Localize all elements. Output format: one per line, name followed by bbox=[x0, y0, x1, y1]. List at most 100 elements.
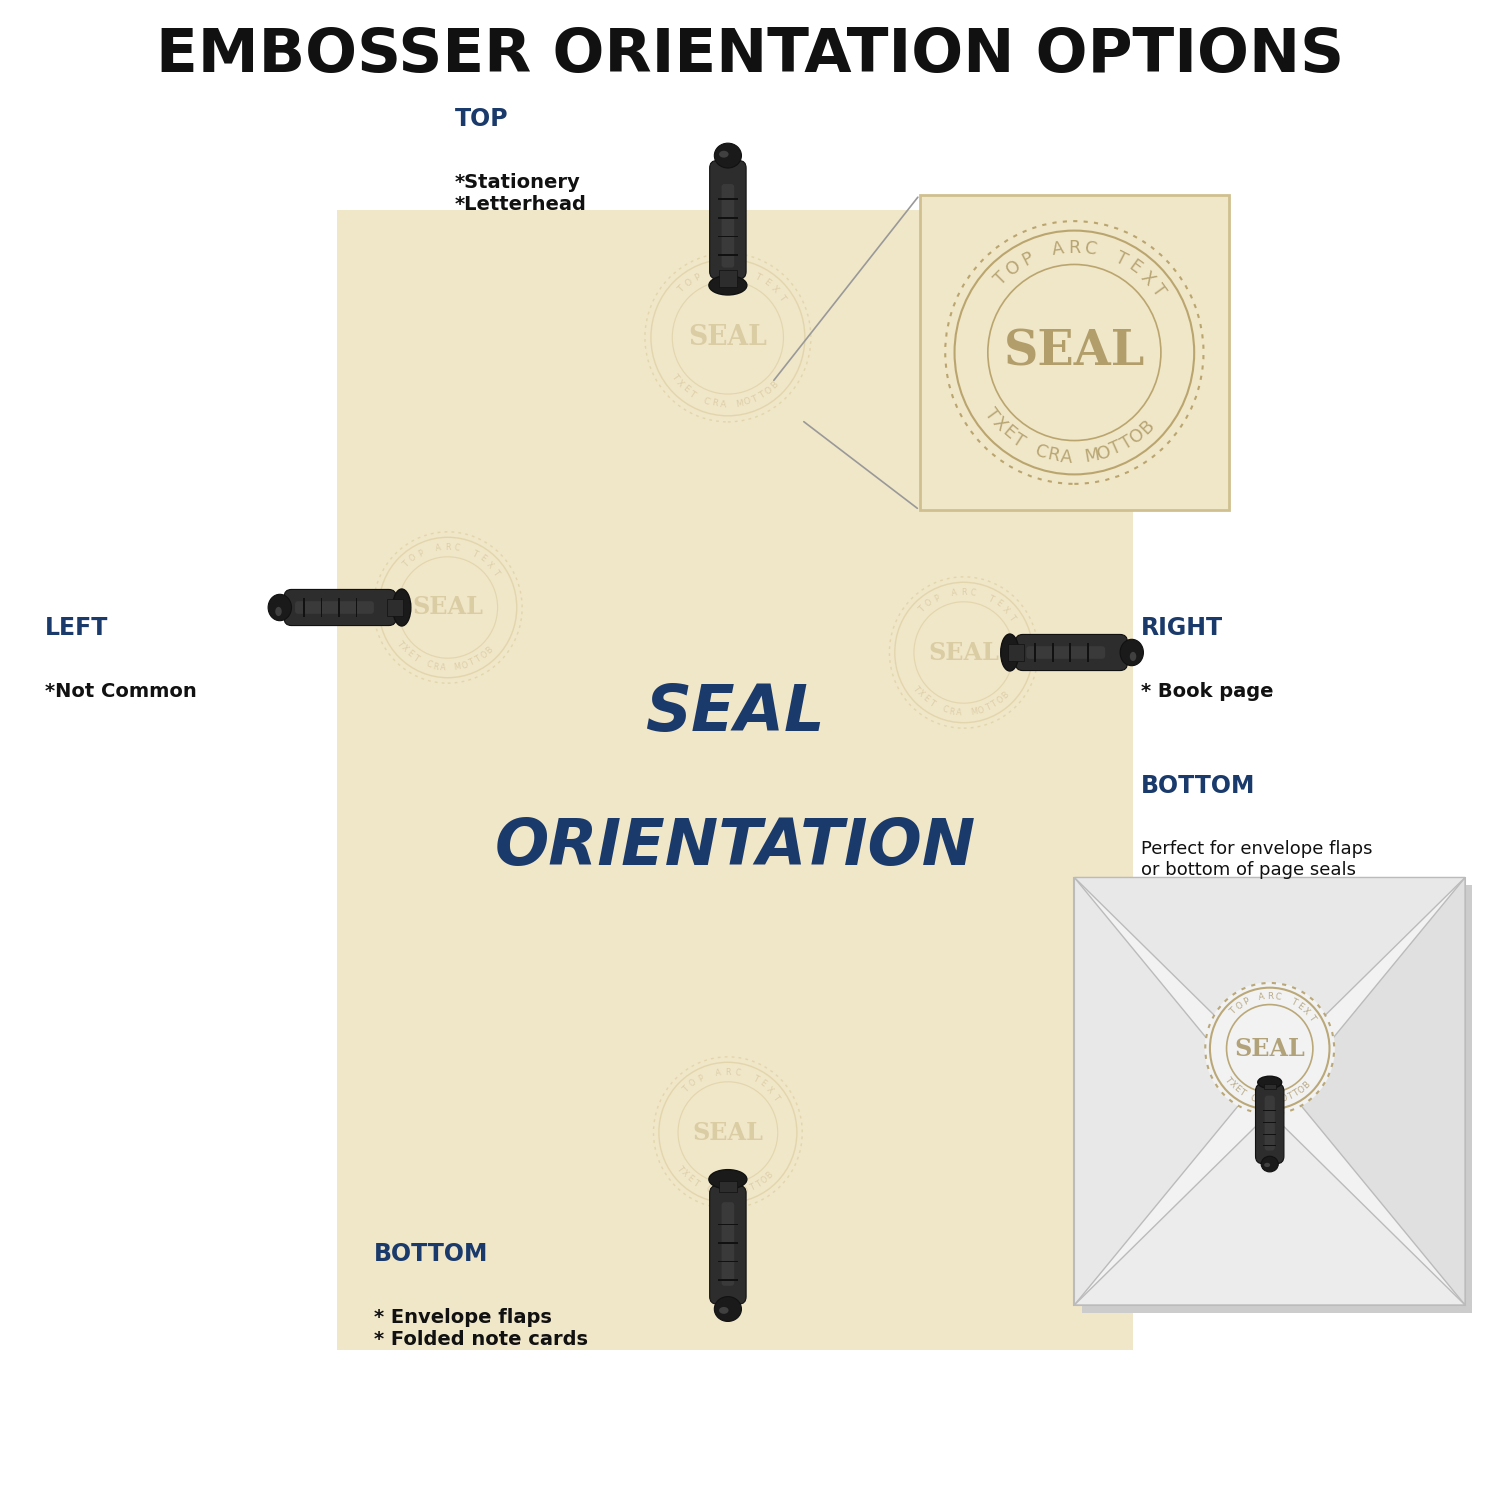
Text: R: R bbox=[1046, 446, 1062, 465]
FancyBboxPatch shape bbox=[710, 160, 746, 279]
Text: E: E bbox=[762, 278, 772, 288]
Polygon shape bbox=[1290, 878, 1466, 1305]
Text: X: X bbox=[680, 1168, 690, 1179]
Text: T: T bbox=[675, 1164, 686, 1173]
Text: LEFT: LEFT bbox=[45, 616, 108, 640]
Text: X: X bbox=[1137, 267, 1158, 290]
Text: O: O bbox=[741, 1185, 750, 1196]
FancyBboxPatch shape bbox=[717, 1280, 738, 1281]
Text: T: T bbox=[490, 567, 501, 576]
FancyBboxPatch shape bbox=[717, 198, 738, 200]
Text: T: T bbox=[1113, 249, 1130, 270]
Text: R: R bbox=[711, 399, 718, 408]
Text: T: T bbox=[468, 657, 476, 668]
Text: O: O bbox=[924, 598, 934, 609]
Text: P: P bbox=[698, 1074, 705, 1083]
Text: T: T bbox=[1118, 432, 1137, 453]
Ellipse shape bbox=[1130, 652, 1137, 662]
Text: X: X bbox=[1227, 1078, 1238, 1089]
FancyBboxPatch shape bbox=[1082, 885, 1473, 1312]
Text: R: R bbox=[446, 543, 450, 552]
Text: TOP: TOP bbox=[454, 106, 509, 130]
Text: M: M bbox=[734, 1186, 742, 1197]
Text: B: B bbox=[1000, 690, 1011, 700]
Ellipse shape bbox=[710, 276, 747, 296]
Text: A: A bbox=[956, 708, 962, 717]
Text: E: E bbox=[686, 1174, 694, 1184]
Text: T: T bbox=[471, 549, 478, 558]
Circle shape bbox=[372, 531, 524, 684]
FancyBboxPatch shape bbox=[717, 1242, 738, 1244]
Text: C: C bbox=[705, 1185, 712, 1196]
Text: T: T bbox=[753, 272, 762, 282]
Text: T: T bbox=[394, 639, 405, 648]
Text: Perfect for envelope flaps
or bottom of page seals: Perfect for envelope flaps or bottom of … bbox=[1140, 840, 1372, 879]
Circle shape bbox=[644, 252, 812, 423]
FancyBboxPatch shape bbox=[722, 184, 734, 267]
Text: C: C bbox=[453, 543, 460, 552]
FancyBboxPatch shape bbox=[717, 1262, 738, 1263]
Text: SEAL: SEAL bbox=[1234, 1036, 1305, 1060]
Text: T: T bbox=[1228, 1007, 1239, 1017]
Text: P: P bbox=[1242, 996, 1251, 1006]
Text: T: T bbox=[1222, 1074, 1233, 1084]
Polygon shape bbox=[1074, 878, 1466, 1070]
Text: O: O bbox=[764, 386, 774, 396]
Text: B: B bbox=[765, 1170, 776, 1180]
Text: X: X bbox=[915, 688, 926, 699]
Text: T: T bbox=[754, 1179, 762, 1190]
Text: T: T bbox=[669, 372, 680, 382]
Text: R: R bbox=[724, 1068, 730, 1077]
Text: P: P bbox=[693, 272, 702, 282]
Text: O: O bbox=[460, 660, 470, 670]
Text: T: T bbox=[1148, 280, 1168, 300]
Text: T: T bbox=[687, 388, 696, 399]
Text: X: X bbox=[1000, 604, 1011, 615]
Text: R: R bbox=[712, 1186, 720, 1197]
Text: T: T bbox=[750, 1074, 759, 1083]
Text: *Not Common: *Not Common bbox=[45, 682, 196, 702]
Text: M: M bbox=[735, 399, 744, 410]
Text: T: T bbox=[758, 390, 766, 400]
Text: T: T bbox=[984, 702, 992, 712]
Text: M: M bbox=[1083, 446, 1101, 466]
Text: E: E bbox=[758, 1078, 768, 1089]
FancyBboxPatch shape bbox=[284, 590, 396, 626]
FancyBboxPatch shape bbox=[710, 1185, 746, 1304]
Text: A: A bbox=[720, 400, 726, 410]
Text: O: O bbox=[742, 398, 752, 408]
FancyBboxPatch shape bbox=[920, 195, 1228, 510]
Text: C: C bbox=[735, 266, 742, 276]
Text: A: A bbox=[1052, 238, 1065, 258]
FancyBboxPatch shape bbox=[1256, 1083, 1284, 1164]
Text: B: B bbox=[484, 645, 495, 656]
Circle shape bbox=[944, 220, 1204, 484]
Text: T: T bbox=[927, 699, 936, 708]
Text: E: E bbox=[1294, 1000, 1305, 1011]
Text: E: E bbox=[405, 650, 414, 658]
FancyBboxPatch shape bbox=[338, 210, 1134, 1350]
FancyBboxPatch shape bbox=[1016, 634, 1128, 670]
FancyBboxPatch shape bbox=[1008, 644, 1025, 662]
Text: C: C bbox=[702, 396, 711, 406]
Text: T: T bbox=[692, 1179, 700, 1188]
Text: T: T bbox=[1288, 996, 1298, 1006]
Ellipse shape bbox=[276, 608, 282, 616]
Text: M: M bbox=[453, 662, 462, 672]
FancyBboxPatch shape bbox=[717, 217, 738, 219]
FancyBboxPatch shape bbox=[1088, 642, 1089, 663]
Text: T: T bbox=[400, 560, 411, 570]
Text: T: T bbox=[748, 1182, 756, 1192]
Text: O: O bbox=[1280, 1094, 1288, 1104]
Text: T: T bbox=[474, 654, 483, 664]
Text: O: O bbox=[1234, 1000, 1245, 1012]
Ellipse shape bbox=[714, 142, 741, 168]
Text: C: C bbox=[1250, 1094, 1257, 1104]
Text: T: T bbox=[1292, 1088, 1300, 1098]
Text: A: A bbox=[720, 1188, 726, 1197]
Text: O: O bbox=[1095, 442, 1113, 464]
Text: T: T bbox=[777, 292, 786, 303]
Text: C: C bbox=[969, 588, 976, 597]
Text: O: O bbox=[687, 1078, 698, 1089]
Text: E: E bbox=[1232, 1083, 1242, 1094]
